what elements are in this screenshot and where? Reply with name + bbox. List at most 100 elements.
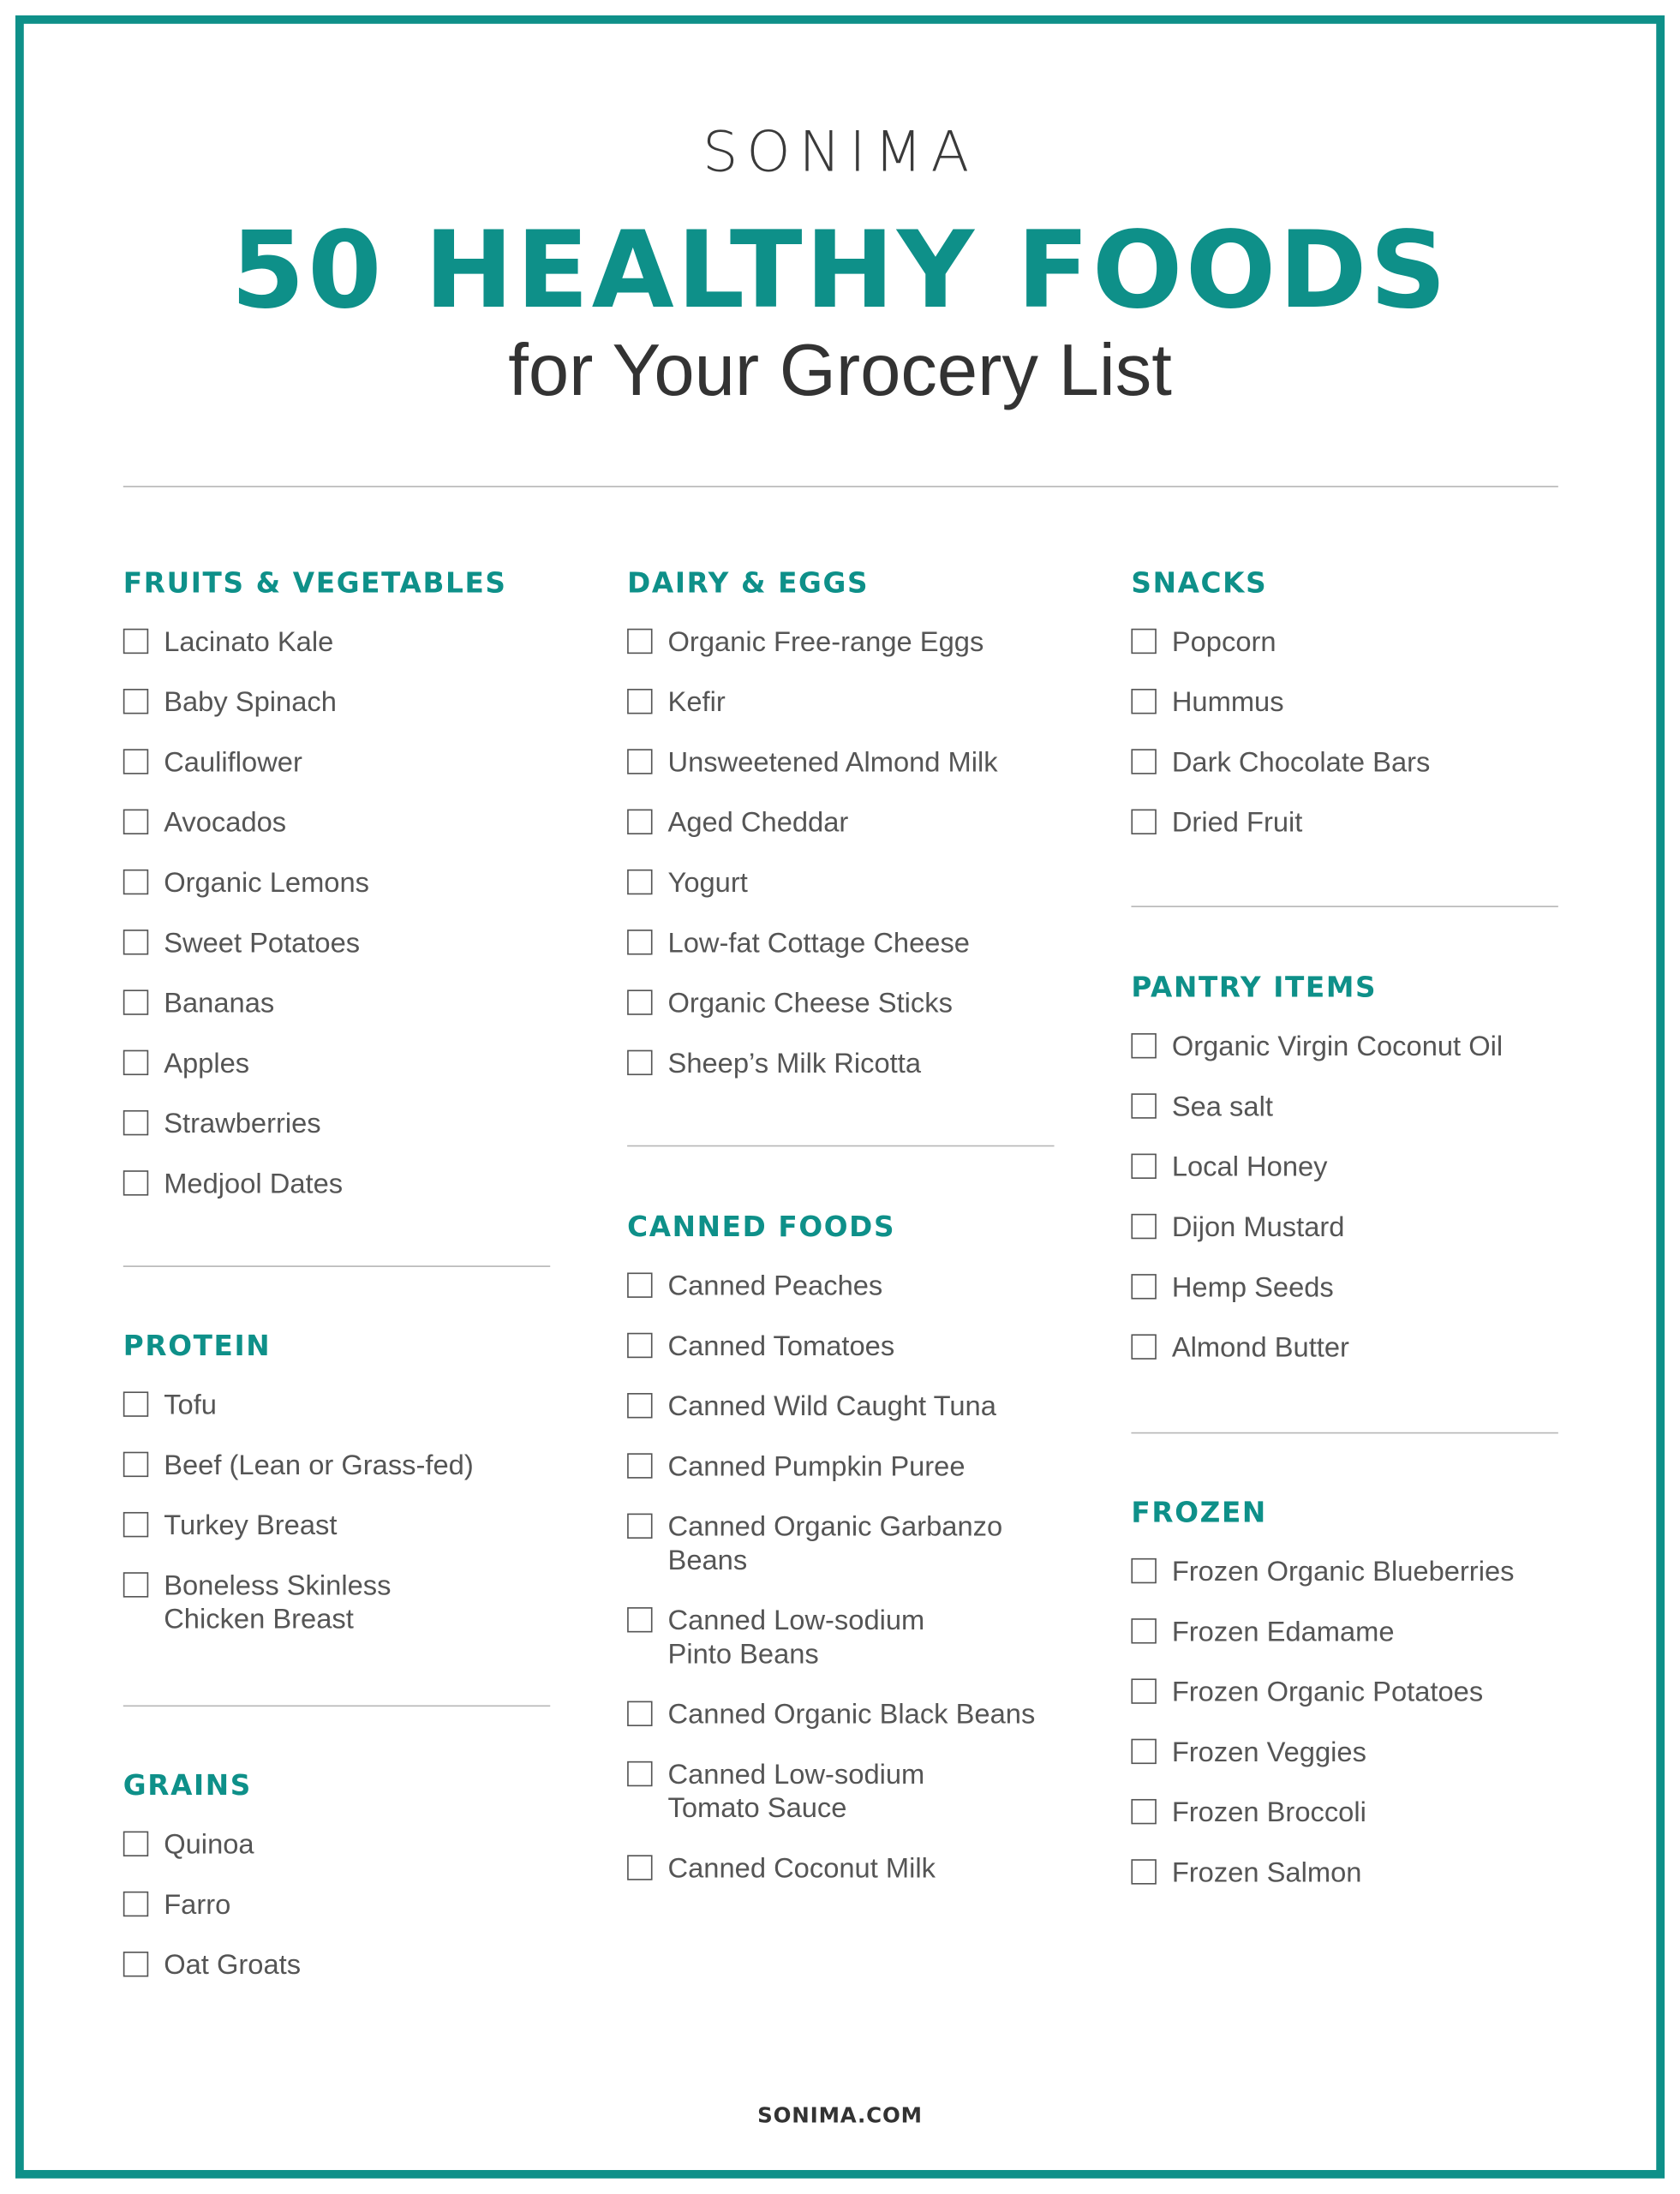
checkbox[interactable] (1131, 1274, 1157, 1300)
checklist-item[interactable]: Dark Chocolate Bars (1131, 746, 1579, 806)
checkbox[interactable] (123, 1952, 149, 1977)
checkbox[interactable] (1131, 1557, 1157, 1584)
checklist-item[interactable]: Baby Spinach (123, 686, 571, 746)
checklist-item[interactable]: Frozen Broccoli (1131, 1796, 1579, 1856)
checklist-item[interactable]: Sweet Potatoes (123, 927, 571, 987)
checkbox[interactable] (1131, 1093, 1157, 1119)
checklist-item[interactable]: Beef (Lean or Grass-fed) (123, 1449, 571, 1509)
checkbox[interactable] (1131, 628, 1157, 655)
checkbox[interactable] (627, 989, 653, 1015)
checklist-item[interactable]: Canned Organic Garbanzo Beans (627, 1510, 1075, 1604)
checkbox[interactable] (627, 1855, 653, 1880)
checkbox[interactable] (627, 1513, 653, 1539)
checklist-item[interactable]: Canned Tomatoes (627, 1330, 1075, 1390)
checkbox[interactable] (627, 1761, 653, 1787)
checkbox[interactable] (627, 1272, 653, 1298)
checkbox[interactable] (627, 930, 653, 955)
checklist-item[interactable]: Medjool Dates (123, 1168, 571, 1228)
checkbox[interactable] (1131, 809, 1157, 834)
checkbox[interactable] (1131, 1334, 1157, 1360)
checklist-item[interactable]: Canned Peaches (627, 1270, 1075, 1330)
checkbox[interactable] (627, 689, 653, 714)
checklist-item[interactable]: Tofu (123, 1389, 571, 1449)
checklist-item[interactable]: Dijon Mustard (1131, 1211, 1579, 1271)
checkbox[interactable] (123, 1391, 149, 1417)
checkbox[interactable] (627, 1049, 653, 1076)
checklist-item[interactable]: Canned Wild Caught Tuna (627, 1390, 1075, 1450)
checkbox[interactable] (123, 869, 149, 895)
checkbox[interactable] (123, 1572, 149, 1598)
checkbox[interactable] (1131, 1213, 1157, 1240)
checklist-item[interactable]: Hummus (1131, 686, 1579, 746)
checklist-item[interactable]: Sea salt (1131, 1091, 1579, 1151)
checklist-item[interactable]: Canned Pumpkin Puree (627, 1450, 1075, 1510)
checklist-item[interactable]: Lacinato Kale (123, 625, 571, 685)
checkbox[interactable] (1131, 1153, 1157, 1179)
checkbox[interactable] (1131, 749, 1157, 774)
checkbox[interactable] (1131, 1798, 1157, 1825)
checkbox[interactable] (123, 1831, 149, 1856)
checklist-item[interactable]: Yogurt (627, 867, 1075, 927)
checkbox[interactable] (1131, 1618, 1157, 1644)
checkbox[interactable] (627, 1393, 653, 1419)
checkbox[interactable] (123, 749, 149, 774)
checklist-item[interactable]: Organic Cheese Sticks (627, 987, 1075, 1047)
checklist-item[interactable]: Sheep’s Milk Ricotta (627, 1047, 1075, 1107)
checkbox[interactable] (1131, 1738, 1157, 1765)
checklist-item[interactable]: Canned Coconut Milk (627, 1852, 1075, 1912)
checklist-item[interactable]: Popcorn (1131, 625, 1579, 685)
checklist-item[interactable]: Bananas (123, 987, 571, 1047)
checklist-item[interactable]: Quinoa (123, 1828, 571, 1888)
checklist-item[interactable]: Canned Low-sodium Tomato Sauce (627, 1759, 1075, 1852)
checkbox[interactable] (1131, 689, 1157, 714)
checkbox[interactable] (627, 1607, 653, 1633)
checklist-item[interactable]: Frozen Organic Blueberries (1131, 1556, 1579, 1616)
checklist-item[interactable]: Organic Virgin Coconut Oil (1131, 1031, 1579, 1091)
checklist-item[interactable]: Canned Low-sodium Pinto Beans (627, 1605, 1075, 1698)
checklist-item[interactable]: Almond Butter (1131, 1331, 1579, 1391)
checklist-item[interactable]: Local Honey (1131, 1151, 1579, 1211)
checklist-item[interactable]: Dried Fruit (1131, 806, 1579, 866)
checklist-item[interactable]: Strawberries (123, 1108, 571, 1168)
footer-link[interactable]: SONIMA.COM (757, 2102, 923, 2128)
checkbox[interactable] (123, 809, 149, 834)
checkbox[interactable] (627, 628, 653, 655)
checkbox[interactable] (123, 1109, 149, 1136)
checklist-item[interactable]: Organic Free-range Eggs (627, 625, 1075, 685)
checklist-item[interactable]: Frozen Organic Potatoes (1131, 1676, 1579, 1736)
checkbox[interactable] (123, 1170, 149, 1196)
checklist-item[interactable]: Frozen Salmon (1131, 1856, 1579, 1916)
checklist-item[interactable]: Unsweetened Almond Milk (627, 746, 1075, 806)
checklist-item[interactable]: Apples (123, 1047, 571, 1107)
checkbox[interactable] (627, 1701, 653, 1726)
checklist-item[interactable]: Boneless Skinless Chicken Breast (123, 1569, 571, 1663)
checkbox[interactable] (123, 989, 149, 1015)
checkbox[interactable] (123, 1451, 149, 1478)
checkbox[interactable] (123, 689, 149, 714)
checkbox[interactable] (1131, 1033, 1157, 1059)
checkbox[interactable] (627, 1453, 653, 1479)
checkbox[interactable] (627, 1332, 653, 1359)
checkbox[interactable] (123, 628, 149, 655)
checkbox[interactable] (627, 749, 653, 774)
checkbox[interactable] (627, 809, 653, 834)
checkbox[interactable] (1131, 1678, 1157, 1704)
checkbox[interactable] (1131, 1859, 1157, 1885)
checklist-item[interactable]: Aged Cheddar (627, 806, 1075, 866)
checkbox[interactable] (123, 1891, 149, 1917)
checklist-item[interactable]: Kefir (627, 686, 1075, 746)
checklist-item[interactable]: Organic Lemons (123, 867, 571, 927)
checkbox[interactable] (123, 1511, 149, 1538)
checklist-item[interactable]: Turkey Breast (123, 1509, 571, 1569)
checkbox[interactable] (123, 930, 149, 955)
checklist-item[interactable]: Hemp Seeds (1131, 1271, 1579, 1331)
checklist-item[interactable]: Cauliflower (123, 746, 571, 806)
checklist-item[interactable]: Avocados (123, 806, 571, 866)
checkbox[interactable] (123, 1049, 149, 1076)
checklist-item[interactable]: Canned Organic Black Beans (627, 1698, 1075, 1758)
checklist-item[interactable]: Low-fat Cottage Cheese (627, 927, 1075, 987)
checkbox[interactable] (627, 869, 653, 895)
checklist-item[interactable]: Frozen Edamame (1131, 1616, 1579, 1676)
checklist-item[interactable]: Oat Groats (123, 1949, 571, 2009)
checklist-item[interactable]: Frozen Veggies (1131, 1736, 1579, 1796)
